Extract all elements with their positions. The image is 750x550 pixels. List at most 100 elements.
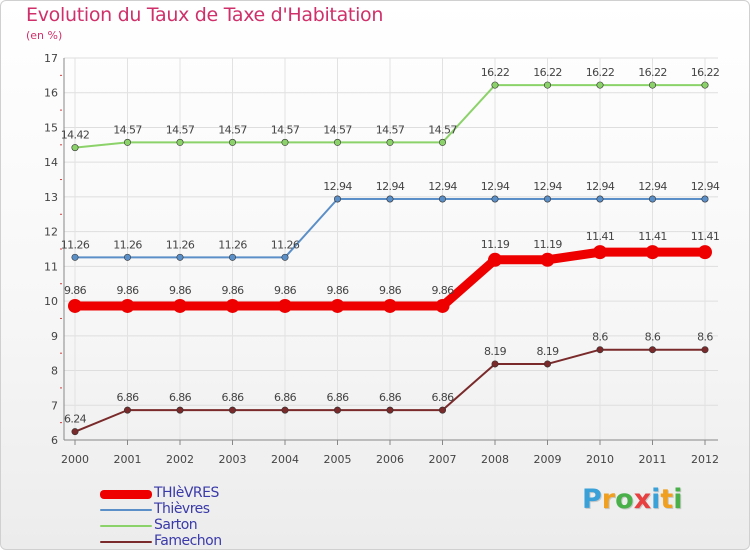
data-point — [124, 138, 132, 146]
data-point — [176, 253, 184, 261]
x-tick-label: 2001 — [114, 453, 142, 466]
legend-label: Famechon — [154, 533, 222, 549]
data-point — [71, 144, 79, 152]
data-point — [333, 406, 341, 414]
data-label: 6.86 — [274, 391, 297, 404]
data-point — [491, 81, 499, 89]
x-tick-label: 2011 — [639, 453, 667, 466]
data-point — [648, 81, 656, 89]
data-point — [383, 298, 397, 313]
chart-title: Evolution du Taux de Taxe d'Habitation — [26, 4, 384, 26]
x-tick-label: 2003 — [219, 453, 247, 466]
data-label: 9.86 — [274, 284, 297, 297]
y-tick-label: 11 — [44, 260, 58, 273]
chart-unit: (en %) — [26, 29, 63, 42]
data-label: 11.19 — [481, 238, 510, 251]
data-label: 8.6 — [697, 331, 713, 344]
data-point — [176, 406, 184, 414]
legend-swatch — [100, 541, 152, 543]
brand-logo: Proxiti — [582, 484, 683, 515]
data-label: 12.94 — [638, 180, 667, 193]
data-label: 14.42 — [61, 129, 90, 142]
data-label: 6.86 — [116, 391, 139, 404]
legend-swatch — [100, 509, 152, 511]
data-point — [281, 138, 289, 146]
data-label: 14.57 — [218, 123, 247, 136]
data-label: 6.86 — [379, 391, 402, 404]
data-point — [281, 406, 289, 414]
data-point — [701, 81, 709, 89]
brand-letter: x — [633, 484, 652, 515]
data-point — [488, 252, 502, 267]
data-label: 16.22 — [586, 66, 615, 79]
data-point — [278, 298, 292, 313]
y-tick-label: 14 — [44, 156, 58, 169]
y-tick-label: 7 — [51, 399, 58, 412]
data-point — [596, 195, 604, 203]
data-point — [281, 253, 289, 261]
data-label: 12.94 — [586, 180, 615, 193]
data-point — [71, 253, 79, 261]
x-tick-label: 2008 — [481, 453, 509, 466]
data-label: 6.86 — [169, 391, 192, 404]
data-label: 12.94 — [533, 180, 562, 193]
data-label: 12.94 — [323, 180, 352, 193]
data-point — [229, 138, 237, 146]
x-tick-label: 2010 — [586, 453, 614, 466]
data-label: 11.19 — [533, 238, 562, 251]
data-point — [386, 138, 394, 146]
data-point — [698, 245, 712, 260]
data-label: 9.86 — [169, 284, 192, 297]
data-point — [330, 298, 345, 313]
brand-letter: t — [660, 484, 674, 515]
data-point — [543, 81, 551, 89]
data-label: 8.19 — [484, 345, 507, 358]
data-label: 14.57 — [428, 123, 457, 136]
x-tick-label: 2006 — [376, 453, 404, 466]
data-point — [438, 195, 446, 203]
data-point — [438, 406, 446, 414]
data-point — [386, 406, 394, 414]
y-tick-label: 10 — [44, 295, 58, 308]
data-label: 9.86 — [64, 284, 87, 297]
data-label: 11.26 — [218, 238, 247, 251]
data-point — [596, 346, 604, 354]
data-label: 11.26 — [113, 238, 142, 251]
y-tick-label: 6 — [51, 434, 58, 447]
data-label: 9.86 — [326, 284, 349, 297]
data-point — [173, 298, 187, 313]
data-point — [229, 406, 237, 414]
data-point — [68, 298, 82, 313]
data-point — [648, 346, 656, 354]
data-point — [333, 138, 341, 146]
legend-label: Thièvres — [154, 501, 210, 517]
data-point — [593, 245, 607, 260]
data-point — [386, 195, 394, 203]
data-point — [333, 195, 341, 203]
data-label: 12.94 — [376, 180, 405, 193]
x-tick-label: 2000 — [61, 453, 89, 466]
data-label: 16.22 — [638, 66, 667, 79]
data-label: 9.86 — [116, 284, 139, 297]
data-label: 12.94 — [691, 180, 720, 193]
data-label: 12.94 — [428, 180, 457, 193]
data-label: 9.86 — [431, 284, 454, 297]
brand-letter: o — [615, 484, 634, 515]
data-label: 8.19 — [536, 345, 559, 358]
y-tick-label: 9 — [51, 330, 58, 343]
y-tick-label: 16 — [44, 87, 58, 100]
data-label: 6.86 — [431, 391, 454, 404]
data-label: 9.86 — [379, 284, 402, 297]
x-tick-label: 2004 — [271, 453, 299, 466]
data-point — [543, 195, 551, 203]
data-label: 14.57 — [113, 123, 142, 136]
data-label: 16.22 — [481, 66, 510, 79]
data-point — [435, 298, 450, 313]
y-tick-label: 12 — [44, 226, 58, 239]
brand-letter: i — [673, 484, 683, 515]
data-point — [438, 138, 446, 146]
data-point — [491, 195, 499, 203]
brand-letter: i — [651, 484, 661, 515]
data-label: 14.57 — [376, 123, 405, 136]
